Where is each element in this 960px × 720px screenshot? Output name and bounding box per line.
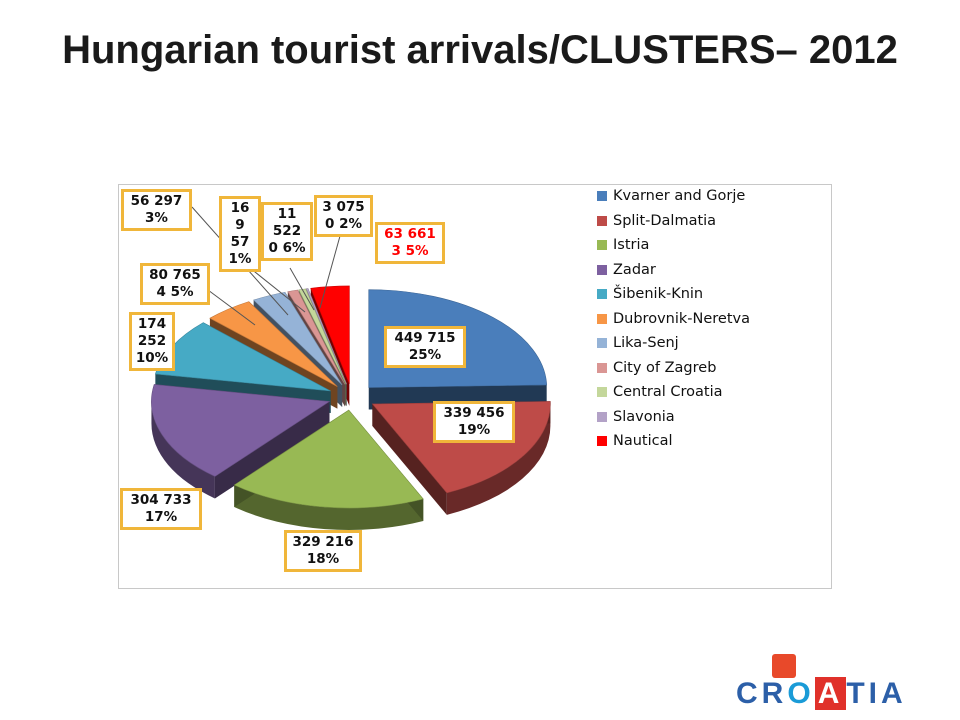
legend-swatch — [597, 191, 607, 201]
pie-slice-top — [253, 291, 343, 386]
pie-slice-top — [151, 384, 331, 477]
legend-swatch — [597, 338, 607, 348]
pie-slice-side — [151, 401, 215, 499]
legend-label: Lika-Senj — [613, 335, 679, 351]
legend-item-10: Nautical — [597, 431, 827, 456]
data-label-dubrovnik-neretva: 80 765 4 5% — [140, 263, 210, 305]
legend-swatch — [597, 411, 607, 422]
legend-label: Zadar — [613, 261, 656, 278]
legend-item-6: Lika-Senj — [597, 333, 827, 358]
legend-swatch — [597, 264, 607, 275]
data-label-slavonia: 3 075 0 2% — [314, 195, 373, 237]
pie-slice-side — [446, 403, 551, 515]
data-label-nautical: 63 661 3 5% — [375, 222, 445, 264]
legend-item-4: Šibenik-Knin — [597, 284, 827, 309]
data-label-split-dalmatia: 339 456 19% — [433, 401, 515, 443]
legend-label: Šibenik-Knin — [613, 286, 704, 302]
legend-item-3: Zadar — [597, 260, 827, 285]
legend-swatch — [597, 436, 607, 446]
legend-item-5: Dubrovnik-Neretva — [597, 309, 827, 334]
legend-swatch — [597, 289, 607, 299]
pie-slice-3 — [151, 384, 331, 499]
legend-label: Slavonia — [613, 408, 675, 425]
croatia-logo: CRO A TIA — [736, 677, 907, 710]
leader-line — [319, 235, 341, 309]
pie-slice-2 — [233, 409, 424, 530]
legend-item-2: Istria — [597, 235, 827, 260]
legend-swatch — [597, 387, 607, 397]
legend-label: Dubrovnik-Neretva — [613, 310, 750, 327]
data-label-city-of-zagreb: 16 9 57 1% — [219, 196, 261, 272]
pie-slice-cut — [214, 401, 330, 499]
pie-slice-top — [310, 285, 350, 384]
legend-item-0: Kvarner and Gorje — [597, 186, 827, 211]
chart-legend: Kvarner and Gorje Split-Dalmatia Istria Zad… — [597, 186, 827, 456]
legend-label: Central Croatia — [613, 384, 723, 400]
legend-swatch — [597, 215, 607, 226]
legend-swatch — [597, 362, 607, 373]
croatia-logo-flag-icon — [772, 654, 796, 678]
leader-line — [207, 289, 256, 326]
pie-slice-top — [305, 288, 347, 385]
data-label-zadar: 304 733 17% — [120, 488, 202, 530]
data-label-lika-senj: 56 297 3% — [121, 189, 192, 231]
legend-label: Istria — [613, 237, 650, 253]
leader-line — [289, 267, 315, 311]
pie-slice-top — [209, 301, 338, 387]
pie-slice-top — [233, 409, 424, 509]
legend-item-7: City of Zagreb — [597, 358, 827, 383]
legend-swatch — [597, 313, 607, 324]
data-label-sibenik-knin: 174 252 10% — [129, 312, 175, 371]
data-label-kvarner-and-gorje: 449 715 25% — [384, 326, 466, 368]
legend-label: City of Zagreb — [613, 359, 717, 376]
page-title: Hungarian tourist arrivals/CLUSTERS– 201… — [62, 28, 898, 72]
data-label-istria: 329 216 18% — [284, 530, 362, 572]
data-label-central-croatia: 11 522 0 6% — [261, 202, 313, 261]
legend-item-8: Central Croatia — [597, 382, 827, 407]
legend-label: Kvarner and Gorje — [613, 188, 746, 204]
legend-item-9: Slavonia — [597, 407, 827, 432]
legend-label: Nautical — [613, 433, 673, 449]
pie-slice-cut — [372, 403, 447, 515]
legend-swatch — [597, 240, 607, 250]
legend-label: Split-Dalmatia — [613, 212, 717, 229]
legend-item-1: Split-Dalmatia — [597, 211, 827, 236]
pie-slice-top — [287, 289, 346, 385]
